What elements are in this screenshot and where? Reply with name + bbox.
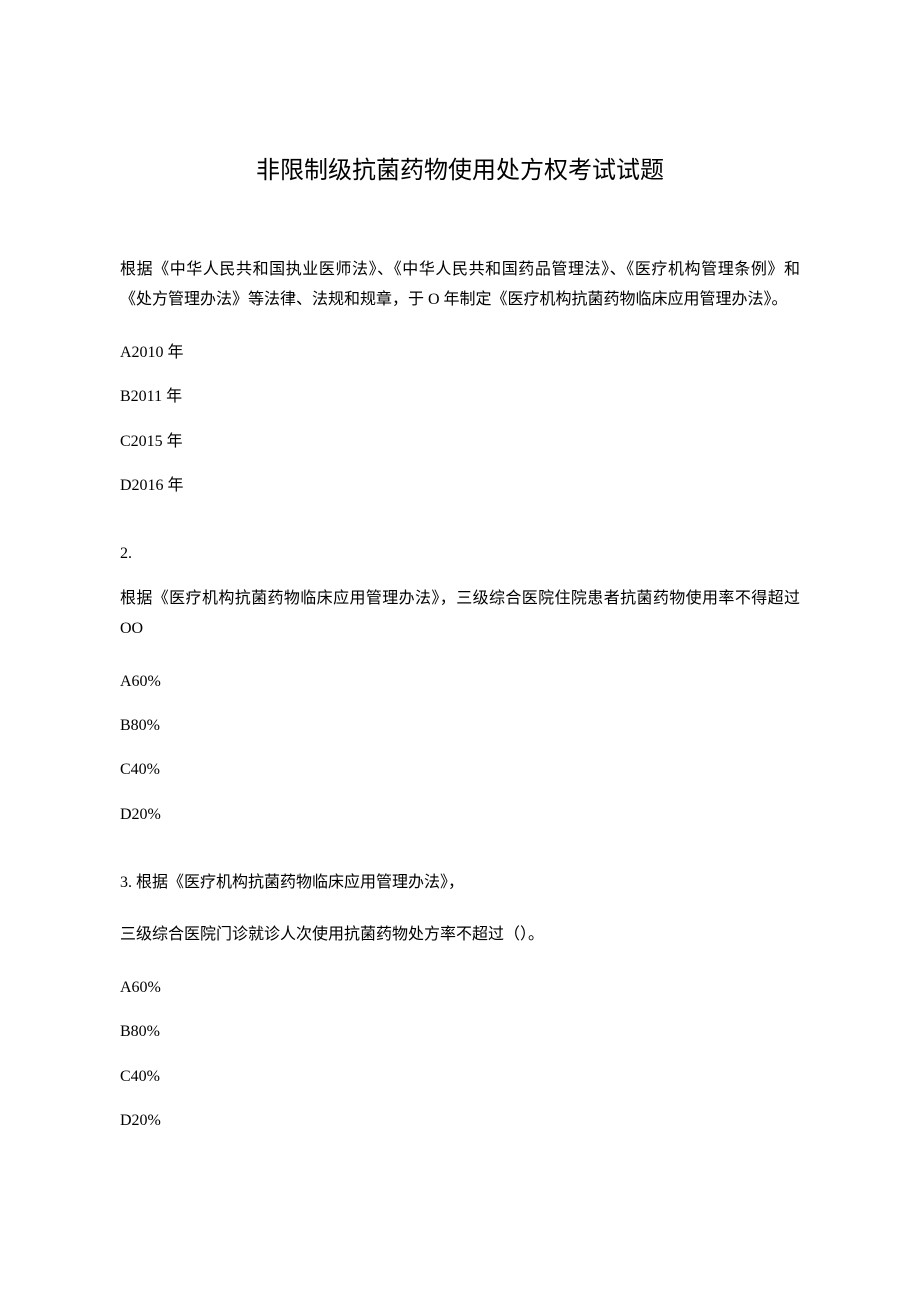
question-2-stem: 根据《医疗机构抗菌药物临床应用管理办法》，三级综合医院住院患者抗菌药物使用率不得… [120,584,800,645]
question-3-number: 3. 根据《医疗机构抗菌药物临床应用管理办法》， [120,868,800,898]
question-2-number: 2. [120,539,800,569]
question-1-stem: 根据《中华人民共和国执业医师法》、《中华人民共和国药品管理法》、《医疗机构管理条… [120,255,800,316]
question-3-option-d: D20% [120,1106,800,1136]
question-2: 2. 根据《医疗机构抗菌药物临床应用管理办法》，三级综合医院住院患者抗菌药物使用… [120,539,800,830]
question-2-option-b: B80% [120,711,800,741]
question-3-option-b: B80% [120,1017,800,1047]
question-2-option-d: D20% [120,800,800,830]
question-1-option-b: B2011 年 [120,382,800,412]
question-2-option-c: C40% [120,755,800,785]
question-2-option-a: A60% [120,667,800,697]
question-1-option-c: C2015 年 [120,427,800,457]
question-1: 根据《中华人民共和国执业医师法》、《中华人民共和国药品管理法》、《医疗机构管理条… [120,255,800,501]
question-1-option-d: D2016 年 [120,471,800,501]
page-title: 非限制级抗菌药物使用处方权考试试题 [120,150,800,185]
question-3: 3. 根据《医疗机构抗菌药物临床应用管理办法》， 三级综合医院门诊就诊人次使用抗… [120,868,800,1136]
question-3-option-c: C40% [120,1062,800,1092]
question-1-option-a: A2010 年 [120,338,800,368]
question-3-option-a: A60% [120,973,800,1003]
question-3-stem: 三级综合医院门诊就诊人次使用抗菌药物处方率不超过（）。 [120,920,800,950]
